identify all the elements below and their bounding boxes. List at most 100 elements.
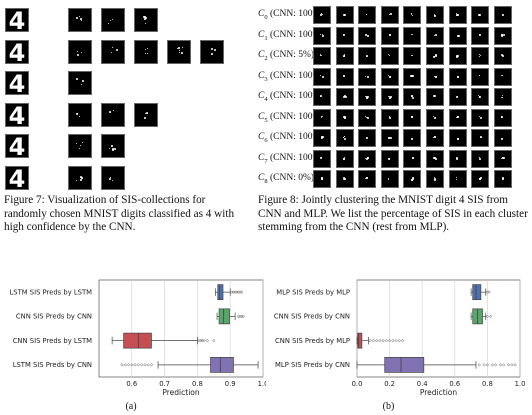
cluster-letter: C bbox=[258, 70, 265, 81]
cluster-sis-image bbox=[448, 47, 467, 65]
flier-point bbox=[485, 363, 490, 367]
flier-point bbox=[394, 338, 398, 343]
cluster-cnn-percentage: (CNN: 100%) bbox=[267, 152, 324, 163]
cluster-sis-image bbox=[448, 26, 467, 45]
flier-point bbox=[368, 338, 372, 343]
cluster-sis-image bbox=[493, 67, 512, 86]
cluster-index: 3 bbox=[264, 75, 268, 83]
cluster-sis-image bbox=[335, 170, 354, 188]
cluster-index: 1 bbox=[264, 34, 268, 42]
cluster-sis-image bbox=[380, 108, 399, 127]
cluster-letter: C bbox=[258, 29, 265, 40]
x-tick-label: 0.8 bbox=[482, 380, 493, 388]
flier-point bbox=[397, 338, 402, 343]
cluster-sis-image bbox=[358, 149, 377, 168]
flier-point bbox=[139, 363, 144, 367]
cluster-sis-image bbox=[313, 88, 331, 106]
cluster-label: C6 (CNN: 100%) bbox=[258, 132, 324, 144]
flier-point bbox=[238, 314, 242, 319]
cluster-sis-image bbox=[403, 47, 422, 65]
subfigure-label: (b) bbox=[383, 401, 395, 412]
cluster-sis-image bbox=[471, 47, 490, 65]
cluster-sis-image bbox=[471, 6, 490, 24]
x-axis-label: Prediction bbox=[420, 388, 458, 397]
x-tick-label: 1.0 bbox=[258, 380, 266, 388]
cluster-sis-image bbox=[493, 47, 512, 65]
cluster-sis-image bbox=[426, 108, 444, 127]
cluster-sis-image bbox=[380, 170, 399, 188]
cluster-sis-image bbox=[380, 47, 399, 65]
cluster-sis-image bbox=[426, 170, 444, 188]
cluster-sis-image bbox=[403, 88, 422, 106]
box bbox=[472, 284, 482, 300]
sis-image bbox=[200, 39, 224, 64]
x-tick-label: 0.9 bbox=[225, 380, 236, 388]
box bbox=[123, 332, 152, 349]
series-label: LSTM SIS Preds by LSTM bbox=[9, 288, 92, 296]
flier-point bbox=[202, 338, 206, 343]
cluster-sis-image bbox=[403, 6, 422, 24]
series-label: MLP SIS Preds by CNN bbox=[275, 361, 350, 369]
digit-glyph: 4 bbox=[8, 102, 26, 127]
box bbox=[384, 357, 425, 373]
cluster-sis-image bbox=[403, 108, 422, 127]
cluster-cnn-percentage: (CNN: 100%) bbox=[267, 70, 324, 81]
digit-glyph: 4 bbox=[8, 8, 26, 32]
cluster-sis-image bbox=[426, 129, 444, 147]
cluster-sis-image bbox=[358, 67, 377, 86]
mnist-digit-image: 4 bbox=[5, 165, 29, 190]
mnist-digit-image: 4 bbox=[5, 134, 29, 158]
cluster-cnn-percentage: (CNN: 100%) bbox=[267, 132, 324, 142]
sis-image bbox=[68, 165, 92, 190]
cluster-index: 4 bbox=[264, 95, 268, 103]
flier-point bbox=[143, 363, 147, 367]
series-label: MLP SIS Preds by MLP bbox=[276, 288, 350, 296]
cluster-sis-image bbox=[471, 108, 490, 127]
cluster-letter: C bbox=[258, 91, 265, 101]
cluster-sis-image bbox=[471, 129, 490, 147]
mnist-digit-image: 4 bbox=[5, 71, 29, 95]
cluster-index: 6 bbox=[264, 136, 268, 144]
cluster-sis-image bbox=[313, 6, 331, 24]
flier-point bbox=[485, 290, 490, 294]
cluster-sis-image bbox=[403, 170, 422, 188]
cluster-sis-image bbox=[493, 129, 512, 147]
cluster-sis-image bbox=[358, 170, 377, 188]
cluster-sis-image bbox=[403, 149, 422, 168]
cluster-sis-image bbox=[380, 6, 399, 24]
box bbox=[217, 284, 224, 300]
flier-point bbox=[130, 363, 134, 367]
cluster-label: C4 (CNN: 100%) bbox=[258, 91, 324, 103]
cluster-letter: C bbox=[258, 152, 265, 163]
cluster-sis-image bbox=[358, 6, 377, 24]
flier-point bbox=[371, 338, 375, 343]
cluster-sis-image bbox=[403, 129, 422, 147]
cluster-sis-image bbox=[358, 129, 377, 147]
cluster-sis-image bbox=[493, 88, 512, 106]
cluster-sis-image bbox=[335, 47, 354, 65]
flier-point bbox=[493, 363, 498, 367]
digit-glyph: 4 bbox=[8, 39, 26, 64]
figure-7-caption: Figure 7: Visualization of SIS-collectio… bbox=[4, 194, 235, 234]
flier-point bbox=[391, 338, 395, 343]
cluster-index: 2 bbox=[264, 54, 268, 62]
flier-point bbox=[489, 314, 493, 319]
cluster-cnn-percentage: (CNN: 0%) bbox=[267, 173, 315, 183]
flier-point bbox=[146, 363, 150, 367]
flier-point bbox=[240, 290, 244, 294]
cluster-sis-image bbox=[426, 149, 444, 168]
box bbox=[357, 332, 363, 349]
cluster-index: 5 bbox=[264, 116, 268, 124]
cluster-cnn-percentage: (CNN: 100%) bbox=[267, 9, 324, 19]
boxplot-a: 0.6 0.7 0.8 0.9 1.0 LSTM SIS Preds by LSTM CNN… bbox=[9, 279, 266, 412]
cluster-sis-image bbox=[426, 26, 444, 45]
cluster-sis-image bbox=[403, 67, 422, 86]
cluster-label: C3 (CNN: 100%) bbox=[258, 71, 324, 83]
sis-image bbox=[68, 39, 92, 64]
cluster-label: C2 (CNN: 5%) bbox=[258, 50, 314, 62]
series-label: LSTM SIS Preds by CNN bbox=[13, 361, 92, 369]
cluster-sis-image bbox=[335, 129, 354, 147]
sis-image bbox=[134, 102, 158, 127]
cluster-letter: C bbox=[258, 9, 265, 19]
box bbox=[210, 357, 234, 373]
